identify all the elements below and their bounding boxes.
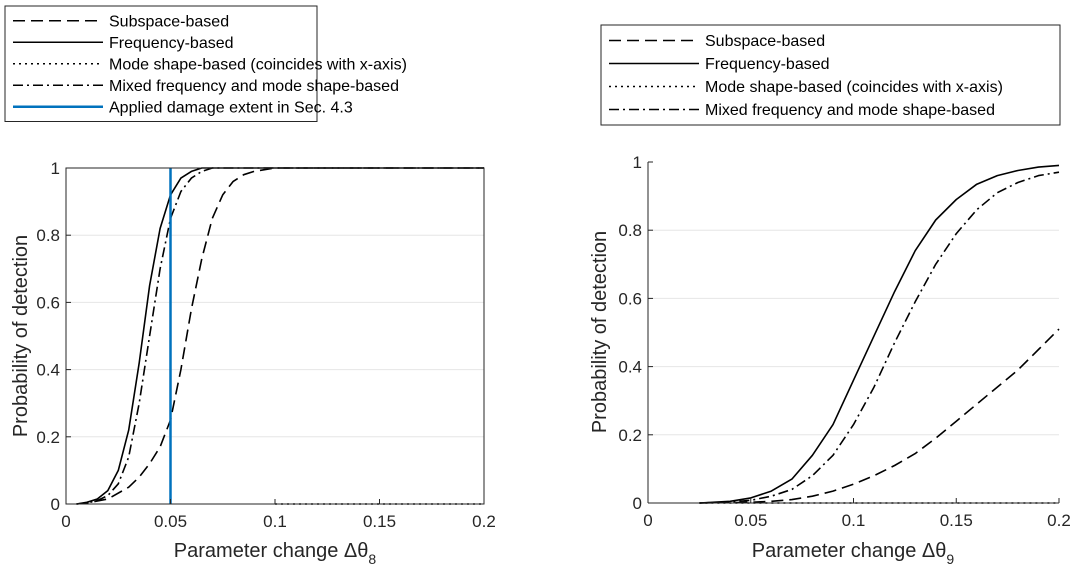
left-legend-label-1: Subspace-based xyxy=(109,13,229,30)
left-y-tick-label: 0 xyxy=(51,495,60,514)
right-series-line-4 xyxy=(699,171,1060,504)
right-y-tick-label: 0.2 xyxy=(618,426,642,445)
right-legend-label-3: Mode shape-based (coincides with x-axis) xyxy=(705,79,1003,96)
left-y-tick-label: 0.6 xyxy=(36,293,60,312)
left-y-tick-label: 1 xyxy=(51,159,60,178)
right-series-line-1 xyxy=(699,328,1060,504)
left-legend-label-2: Frequency-based xyxy=(109,35,234,52)
right-y-tick-label: 0.4 xyxy=(618,358,642,377)
right-legend-label-1: Subspace-based xyxy=(705,33,825,50)
left-x-axis-label: Parameter change Δθ8 xyxy=(174,540,377,567)
right-y-tick-label: 0.8 xyxy=(618,221,642,240)
left-x-tick-label: 0 xyxy=(61,512,70,531)
left-x-tick-label: 0.1 xyxy=(263,512,287,531)
right-y-tick-label: 1 xyxy=(633,153,642,172)
left-y-tick-label: 0.2 xyxy=(36,428,60,447)
right-x-tick-label: 0 xyxy=(643,511,652,530)
left-y-tick-label: 0.4 xyxy=(36,361,60,380)
left-legend-label-4: Mixed frequency and mode shape-based xyxy=(109,78,399,95)
right-y-axis-label: Probability of detection xyxy=(589,231,611,433)
right-series-line-2 xyxy=(699,164,1060,504)
right-y-tick-label: 0.6 xyxy=(618,289,642,308)
right-x-tick-label: 0.05 xyxy=(734,511,767,530)
right-x-tick-label: 0.2 xyxy=(1047,511,1071,530)
left-x-tick-label: 0.2 xyxy=(472,512,496,531)
left-x-tick-label: 0.05 xyxy=(154,512,187,531)
left-chart: 0 0.05 0.1 0.15 0.2 0 0.2 0.4 0.6 0.8 1 Parameter … xyxy=(4,5,496,567)
left-y-axis-label: Probability of detection xyxy=(10,235,32,437)
left-y-tick-label: 0.8 xyxy=(36,226,60,245)
left-legend-label-5: Applied damage extent in Sec. 4.3 xyxy=(109,99,353,116)
right-x-tick-label: 0.1 xyxy=(842,511,866,530)
right-y-tick-label: 0 xyxy=(633,494,642,513)
right-chart: 0 0.05 0.1 0.15 0.2 0 0.2 0.4 0.6 0.8 1 Parameter … xyxy=(589,24,1071,567)
right-legend-label-2: Frequency-based xyxy=(705,56,830,73)
right-x-axis-label: Parameter change Δθ9 xyxy=(752,540,955,567)
right-legend-box xyxy=(600,24,1061,126)
right-x-tick-label: 0.15 xyxy=(940,511,973,530)
right-legend-label-4: Mixed frequency and mode shape-based xyxy=(705,102,995,119)
left-x-tick-label: 0.15 xyxy=(363,512,396,531)
left-legend-label-3: Mode shape-based (coincides with x-axis) xyxy=(109,56,407,73)
